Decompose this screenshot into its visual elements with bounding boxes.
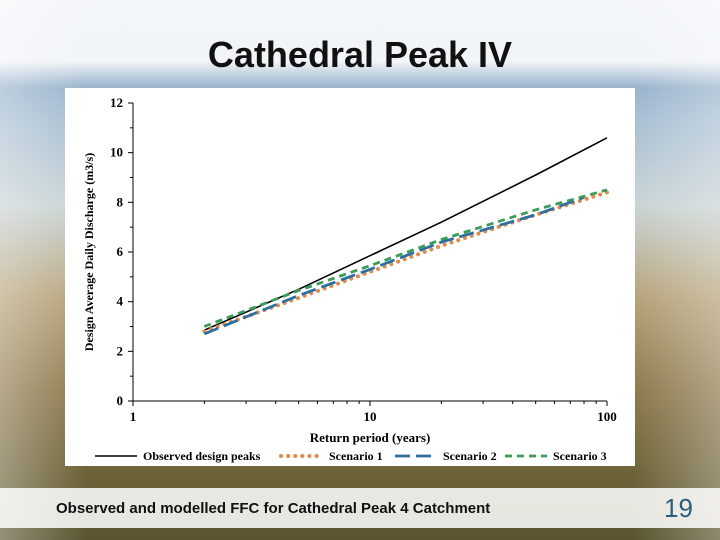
flood-frequency-chart: 0 2 4 6 8 10 12 1 10 100 Return period (years) Desi… (82, 95, 617, 463)
x-tick-label: 100 (597, 409, 617, 424)
x-axis-label: Return period (years) (310, 430, 431, 445)
x-tick-label: 1 (130, 409, 137, 424)
page-number: 19 (664, 493, 693, 523)
y-tick-label: 0 (117, 393, 124, 408)
y-tick-label: 4 (117, 294, 124, 309)
chart-panel: 0 2 4 6 8 10 12 1 10 100 Return period (years) Desi… (65, 88, 635, 466)
slide-caption: Observed and modelled FFC for Cathedral … (56, 500, 491, 517)
y-tick-label: 8 (117, 194, 124, 209)
series-line-3 (203, 196, 585, 336)
legend-label-4: Scenario 3 (553, 449, 607, 463)
series-line-4 (203, 188, 608, 328)
legend-label-3: Scenario 2 (443, 449, 497, 463)
series-line-1 (203, 137, 608, 331)
slide-title: Cathedral Peak IV (207, 34, 513, 75)
title-band (0, 0, 720, 88)
y-tick-label: 2 (117, 343, 124, 358)
y-tick-label: 10 (110, 145, 123, 160)
y-tick-label: 12 (110, 95, 123, 110)
y-axis-label: Design Average Daily Discharge (m3/s) (82, 153, 96, 351)
y-tick-label: 6 (117, 244, 124, 259)
footer-band (0, 488, 720, 528)
legend-label-2: Scenario 1 (329, 449, 383, 463)
legend-label-1: Observed design peaks (143, 449, 261, 463)
x-tick-label: 10 (364, 409, 377, 424)
